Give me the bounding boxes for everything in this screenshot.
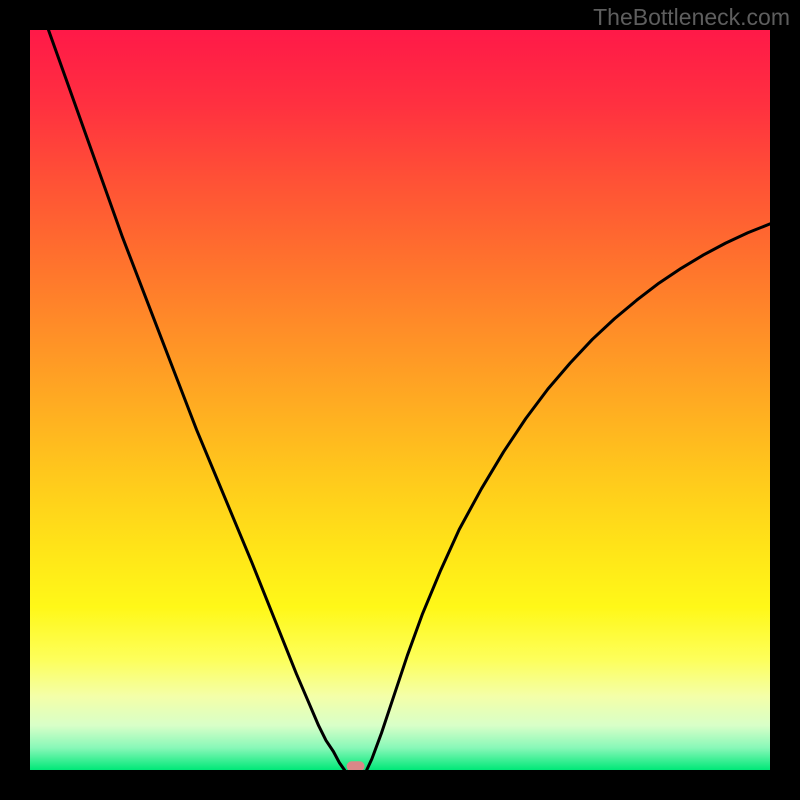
gradient-background — [30, 30, 770, 770]
plot-area — [30, 30, 770, 770]
bottleneck-chart — [30, 30, 770, 770]
optimum-marker — [347, 761, 365, 770]
chart-frame: TheBottleneck.com — [0, 0, 800, 800]
watermark-text: TheBottleneck.com — [593, 4, 790, 31]
